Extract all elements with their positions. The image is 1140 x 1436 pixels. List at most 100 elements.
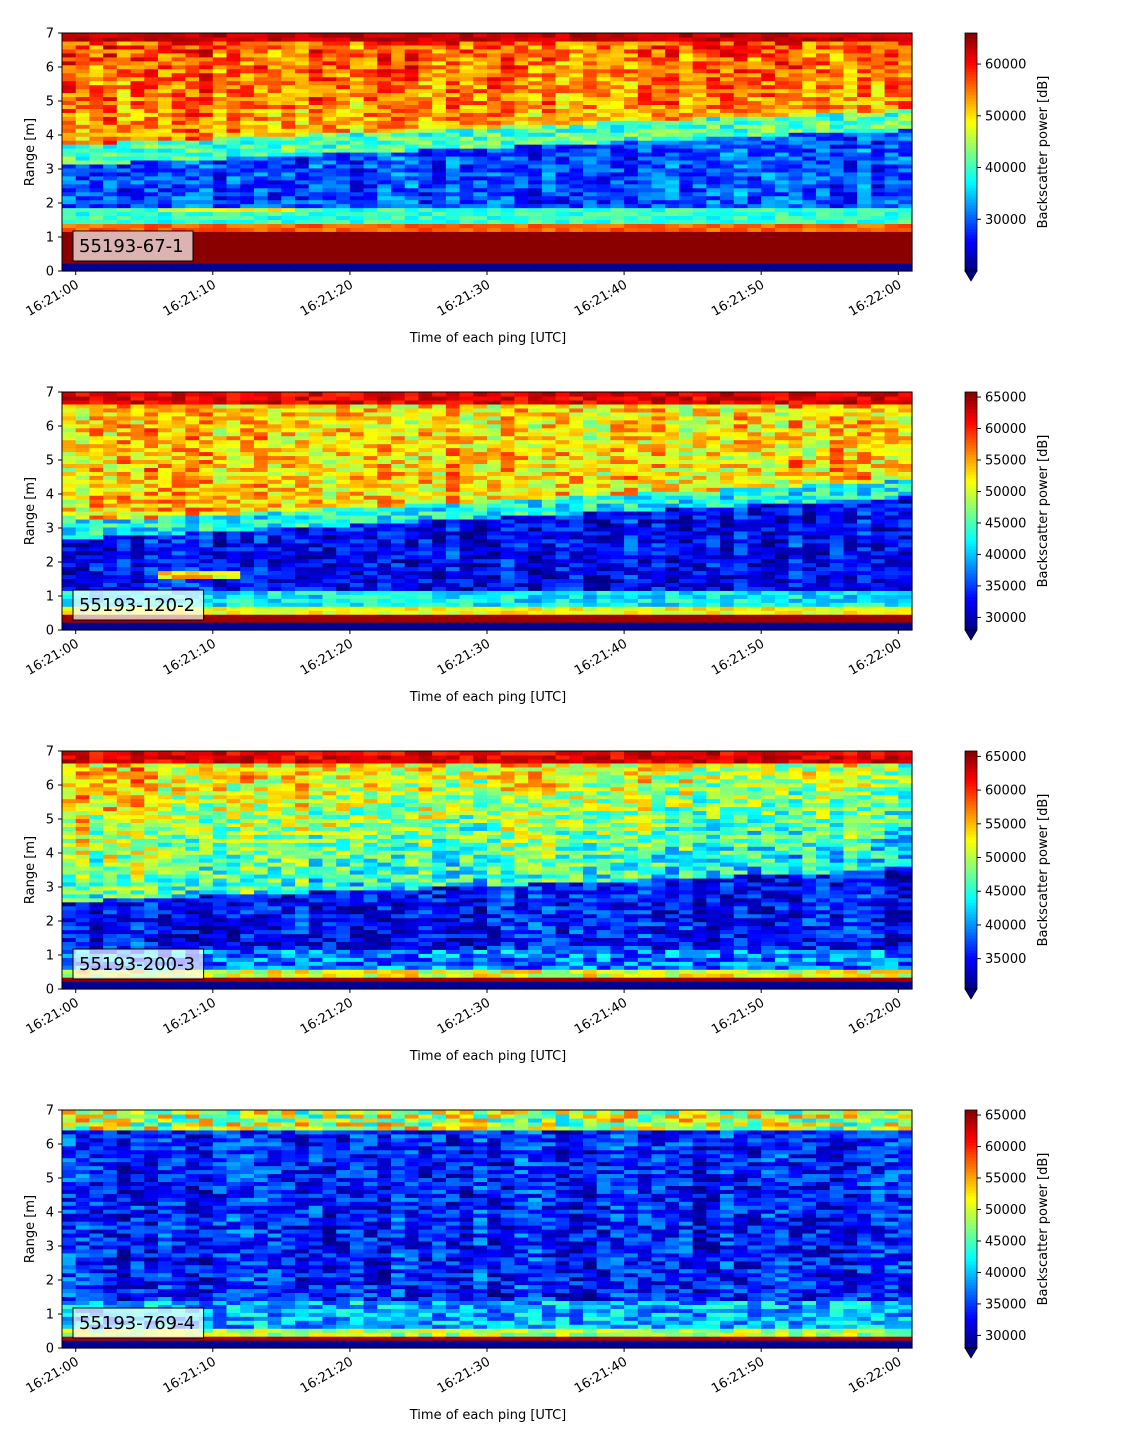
heatmap-cell xyxy=(788,179,803,185)
heatmap-cell xyxy=(555,163,570,169)
heatmap-cell xyxy=(157,487,173,492)
heatmap-cell xyxy=(253,435,269,441)
heatmap-cell xyxy=(62,392,77,397)
heatmap-cell xyxy=(884,227,899,232)
heatmap-cell xyxy=(610,64,625,70)
heatmap-cell xyxy=(774,144,790,149)
heatmap-cell xyxy=(267,211,282,217)
heatmap-cell xyxy=(857,243,872,248)
heatmap-cell xyxy=(377,187,392,193)
heatmap-cell xyxy=(829,116,845,121)
heatmap-cell xyxy=(212,195,228,201)
heatmap-cell xyxy=(843,88,858,94)
heatmap-cell xyxy=(473,76,488,82)
heatmap-cell xyxy=(802,96,817,102)
heatmap-cell xyxy=(185,427,200,433)
heatmap-cell xyxy=(253,120,269,125)
heatmap-cell xyxy=(212,495,228,500)
heatmap-cell xyxy=(761,267,776,272)
heatmap-cell xyxy=(733,104,749,109)
heatmap-cell xyxy=(774,171,790,177)
heatmap-cell xyxy=(816,263,831,268)
heatmap-cell xyxy=(651,92,666,98)
heatmap-cell xyxy=(720,64,735,70)
heatmap-cell xyxy=(212,167,228,173)
heatmap-cell xyxy=(774,100,790,105)
heatmap-cell xyxy=(528,100,543,105)
heatmap-cell xyxy=(281,538,296,544)
heatmap-cell xyxy=(843,199,858,205)
heatmap-cell xyxy=(185,175,200,181)
heatmap-cell xyxy=(89,215,104,221)
heatmap-cell xyxy=(857,152,872,157)
heatmap-cell xyxy=(432,128,447,133)
heatmap-cell xyxy=(62,431,77,437)
heatmap-cell xyxy=(130,423,145,429)
heatmap-cell xyxy=(637,159,653,165)
heatmap-cell xyxy=(336,36,351,42)
heatmap-cell xyxy=(445,263,461,268)
heatmap-cell xyxy=(240,518,255,524)
heatmap-cell xyxy=(884,255,899,260)
heatmap-cell xyxy=(747,100,762,105)
heatmap-cell xyxy=(788,76,803,82)
heatmap-cell xyxy=(404,116,420,121)
heatmap-cell xyxy=(322,259,337,264)
heatmap-cell xyxy=(692,60,707,66)
heatmap-cell xyxy=(720,84,735,90)
heatmap-cell xyxy=(857,259,872,264)
heatmap-cell xyxy=(788,167,803,173)
heatmap-cell xyxy=(678,219,694,224)
heatmap-cell xyxy=(103,195,118,201)
heatmap-cell xyxy=(404,219,420,224)
heatmap-cell xyxy=(75,207,91,213)
heatmap-cell xyxy=(870,68,886,74)
heatmap-cell xyxy=(487,128,502,133)
heatmap-cell xyxy=(253,598,269,603)
heatmap-cell xyxy=(130,518,145,524)
heatmap-cell xyxy=(116,459,132,464)
heatmap-cell xyxy=(62,183,77,189)
heatmap-cell xyxy=(199,199,214,205)
heatmap-cell xyxy=(884,152,899,157)
heatmap-cell xyxy=(336,100,351,105)
heatmap-cell xyxy=(541,144,557,149)
heatmap-cell xyxy=(199,626,214,631)
heatmap-cell xyxy=(89,100,104,105)
heatmap-cell xyxy=(253,199,269,205)
heatmap-cell xyxy=(253,219,269,224)
heatmap-cell xyxy=(171,526,186,532)
heatmap-cell xyxy=(267,534,282,540)
heatmap-cell xyxy=(582,120,598,125)
heatmap-cell xyxy=(870,112,886,117)
heatmap-cell xyxy=(295,231,310,236)
heatmap-cell xyxy=(130,76,145,82)
heatmap-cell xyxy=(843,112,858,117)
heatmap-cell xyxy=(240,423,255,429)
heatmap-cell xyxy=(308,415,324,421)
heatmap-cell xyxy=(637,116,653,121)
heatmap-cell xyxy=(116,526,132,532)
heatmap-cell xyxy=(500,64,516,70)
heatmap-cell xyxy=(212,622,228,627)
heatmap-cell xyxy=(816,140,831,145)
heatmap-cell xyxy=(802,44,817,50)
heatmap-cell xyxy=(185,223,200,228)
heatmap-cell xyxy=(569,227,584,232)
heatmap-cell xyxy=(157,546,173,552)
heatmap-cell xyxy=(89,195,104,201)
heatmap-cell xyxy=(226,467,241,472)
heatmap-cell xyxy=(103,112,118,117)
heatmap-cell xyxy=(240,443,255,449)
heatmap-cell xyxy=(596,96,611,102)
heatmap-cell xyxy=(788,183,803,189)
heatmap-cell xyxy=(226,183,241,189)
heatmap-cell xyxy=(171,471,186,476)
heatmap-cell xyxy=(802,155,817,161)
heatmap-cell xyxy=(678,251,694,256)
heatmap-cell xyxy=(253,251,269,256)
heatmap-cell xyxy=(432,140,447,145)
heatmap-cell xyxy=(240,562,255,568)
heatmap-cell xyxy=(295,534,310,540)
heatmap-cell xyxy=(514,76,529,82)
